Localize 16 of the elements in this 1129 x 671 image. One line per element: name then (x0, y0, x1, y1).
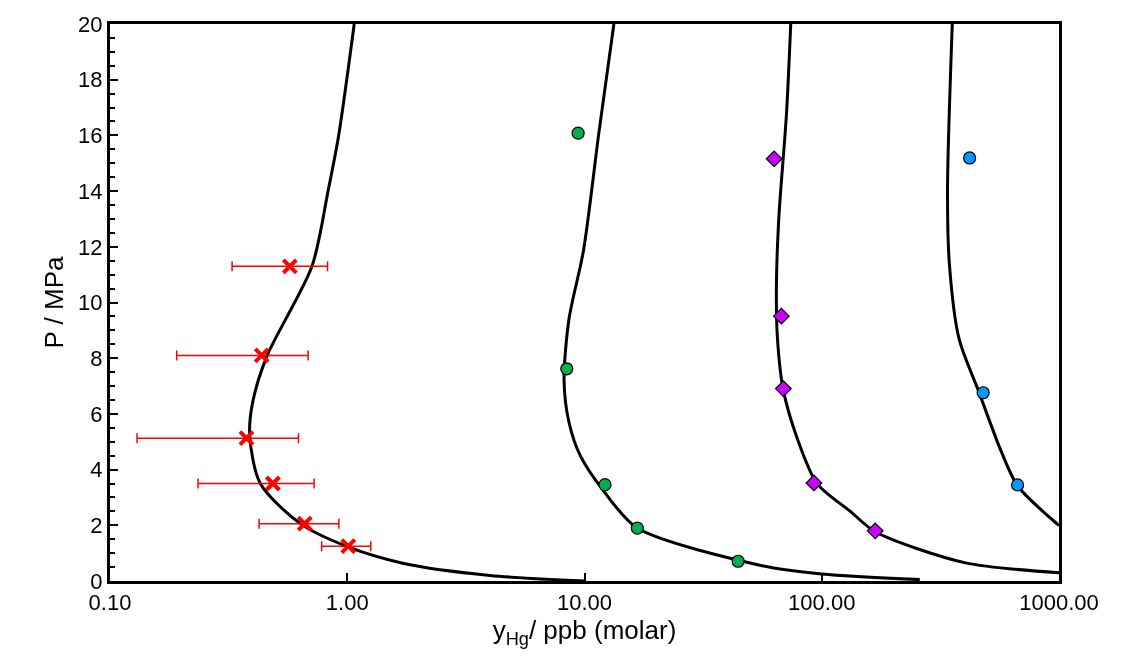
y-axis-title: P / MPa (38, 255, 69, 349)
x-axis-title: y$_{Hg}$/ ppb (molar) (492, 615, 677, 649)
y-tick-label: 2 (90, 513, 103, 538)
y-tick-label: 14 (78, 178, 103, 204)
x-tick-label: 100.00 (788, 590, 856, 616)
y-tick-label: 8 (90, 345, 103, 371)
y-tick-label: 6 (90, 401, 103, 427)
x-tick-label: 1.00 (325, 590, 369, 616)
y-tick-label: 4 (90, 457, 103, 483)
y-tick-label: 16 (78, 123, 103, 149)
y-tick-label: 10 (78, 290, 103, 316)
y-tick-label: 18 (78, 67, 103, 93)
y-tick-label: 20 (78, 11, 103, 37)
y-tick-label: 12 (78, 234, 103, 260)
x-tick-label: 1000.00 (1019, 590, 1099, 616)
x-tick-label: 10.00 (556, 590, 613, 616)
